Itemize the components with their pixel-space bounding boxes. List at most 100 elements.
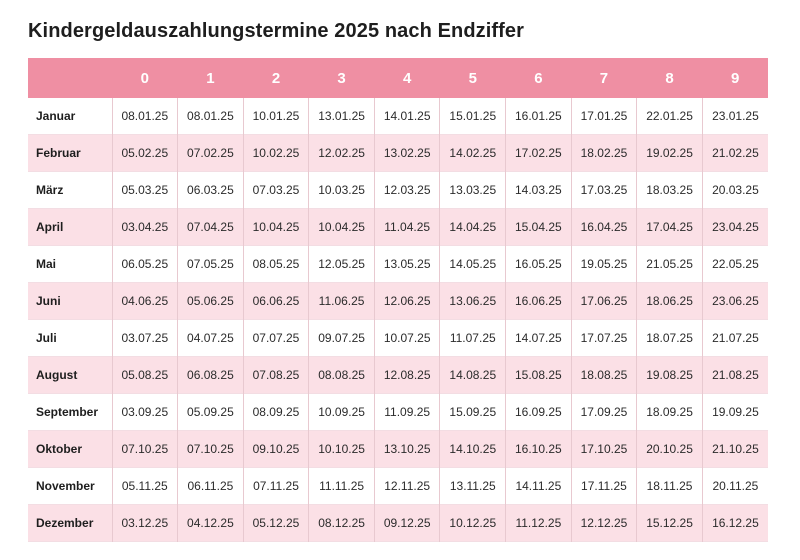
payment-date-cell: 10.04.25 (308, 208, 375, 246)
month-label: September (28, 393, 113, 431)
payment-date-cell: 11.06.25 (308, 282, 375, 320)
month-label: Juni (28, 282, 113, 320)
payment-date-cell: 18.11.25 (636, 467, 703, 505)
payment-date-cell: 10.04.25 (242, 208, 310, 246)
payment-date-cell: 21.07.25 (701, 319, 768, 357)
payment-date-cell: 19.02.25 (636, 134, 703, 172)
payment-date-cell: 07.04.25 (177, 208, 244, 246)
column-header-digit-5: 5 (439, 58, 506, 98)
payment-date-cell: 07.07.25 (242, 319, 310, 357)
payment-date-cell: 05.06.25 (177, 282, 244, 320)
payment-date-cell: 18.08.25 (570, 356, 638, 394)
table-row: Dezember 03.12.25 04.12.25 05.12.25 08.12.25… (28, 504, 768, 542)
payment-date-cell: 11.12.25 (505, 504, 572, 542)
payment-date-cell: 07.10.25 (111, 430, 179, 468)
payment-date-cell: 17.07.25 (570, 319, 638, 357)
payment-date-cell: 06.05.25 (111, 245, 179, 283)
payment-date-cell: 19.05.25 (570, 245, 638, 283)
payment-date-cell: 14.05.25 (439, 245, 507, 283)
payment-date-cell: 11.11.25 (308, 467, 375, 505)
payment-date-cell: 16.12.25 (701, 504, 768, 542)
payment-date-cell: 13.03.25 (439, 171, 507, 209)
payment-date-cell: 06.08.25 (177, 356, 244, 394)
payment-date-cell: 14.08.25 (439, 356, 507, 394)
payment-date-cell: 15.09.25 (439, 393, 507, 431)
payment-date-cell: 17.02.25 (505, 134, 572, 172)
payment-date-cell: 17.10.25 (570, 430, 638, 468)
payment-date-cell: 12.05.25 (308, 245, 375, 283)
payment-date-cell: 22.01.25 (636, 98, 703, 135)
table-row: Februar 05.02.25 07.02.25 10.02.25 12.02.25 1… (28, 134, 768, 172)
payment-date-cell: 19.09.25 (701, 393, 768, 431)
table-row: April 03.04.25 07.04.25 10.04.25 10.04.25 11.… (28, 208, 768, 246)
payment-date-cell: 14.07.25 (505, 319, 572, 357)
column-header-digit-1: 1 (177, 58, 244, 98)
table-row: März 05.03.25 06.03.25 07.03.25 10.03.25 12.0… (28, 171, 768, 209)
payment-date-cell: 13.05.25 (373, 245, 441, 283)
payment-date-cell: 05.09.25 (177, 393, 244, 431)
payment-date-cell: 14.04.25 (439, 208, 507, 246)
payment-date-cell: 10.01.25 (242, 98, 310, 135)
payment-date-cell: 03.09.25 (111, 393, 179, 431)
payment-date-cell: 17.11.25 (570, 467, 638, 505)
payment-date-cell: 06.06.25 (242, 282, 310, 320)
column-header-digit-8: 8 (636, 58, 703, 98)
payment-date-cell: 21.02.25 (701, 134, 768, 172)
payment-date-cell: 04.07.25 (177, 319, 244, 357)
payment-date-cell: 08.09.25 (242, 393, 310, 431)
payment-date-cell: 18.02.25 (570, 134, 638, 172)
payment-date-cell: 16.01.25 (505, 98, 572, 135)
month-label: Oktober (28, 430, 113, 468)
month-label: August (28, 356, 113, 394)
page-title: Kindergeldauszahlungstermine 2025 nach E… (28, 20, 525, 42)
payment-date-cell: 13.01.25 (308, 98, 375, 135)
payment-date-cell: 05.02.25 (111, 134, 179, 172)
month-label: März (28, 171, 113, 209)
payment-date-cell: 15.04.25 (505, 208, 572, 246)
payment-date-cell: 20.11.25 (701, 467, 768, 505)
column-header-digit-6: 6 (505, 58, 572, 98)
payment-date-cell: 17.04.25 (636, 208, 703, 246)
table-row: November 05.11.25 06.11.25 07.11.25 11.11.25… (28, 467, 768, 505)
payment-date-cell: 17.06.25 (570, 282, 638, 320)
month-label: November (28, 467, 113, 505)
column-header-digit-3: 3 (308, 58, 375, 98)
payment-date-cell: 16.06.25 (505, 282, 572, 320)
payment-date-cell: 23.04.25 (701, 208, 768, 246)
payment-date-cell: 15.01.25 (439, 98, 507, 135)
table-row: Juni 04.06.25 05.06.25 06.06.25 11.06.25 12.0… (28, 282, 768, 320)
payment-date-cell: 07.03.25 (242, 171, 310, 209)
payment-date-cell: 16.10.25 (505, 430, 572, 468)
payment-date-cell: 05.11.25 (111, 467, 179, 505)
table-row: September 03.09.25 05.09.25 08.09.25 10.09.2… (28, 393, 768, 431)
payment-date-cell: 14.01.25 (373, 98, 441, 135)
payment-date-cell: 10.02.25 (242, 134, 310, 172)
payment-date-cell: 11.09.25 (373, 393, 441, 431)
payment-date-cell: 14.02.25 (439, 134, 507, 172)
payment-date-cell: 13.10.25 (373, 430, 441, 468)
payment-date-cell: 13.06.25 (439, 282, 507, 320)
payment-date-cell: 05.12.25 (242, 504, 310, 542)
payment-date-cell: 12.12.25 (570, 504, 638, 542)
payment-date-cell: 07.08.25 (242, 356, 310, 394)
payment-date-cell: 07.02.25 (177, 134, 244, 172)
payment-date-cell: 10.12.25 (439, 504, 507, 542)
column-header-digit-0: 0 (112, 58, 178, 98)
payment-date-cell: 11.07.25 (439, 319, 507, 357)
payment-date-cell: 10.10.25 (308, 430, 375, 468)
payment-date-cell: 23.01.25 (701, 98, 768, 135)
table-row: Oktober 07.10.25 07.10.25 09.10.25 10.10.25 1… (28, 430, 768, 468)
table-row: August 05.08.25 06.08.25 07.08.25 08.08.25 12… (28, 356, 768, 394)
payment-date-cell: 06.11.25 (177, 467, 244, 505)
payment-date-cell: 23.06.25 (701, 282, 768, 320)
month-label: Februar (28, 134, 113, 172)
payment-date-cell: 16.04.25 (570, 208, 638, 246)
payment-date-cell: 12.08.25 (373, 356, 441, 394)
payment-date-cell: 11.04.25 (373, 208, 441, 246)
payment-date-cell: 04.06.25 (111, 282, 179, 320)
payment-date-cell: 22.05.25 (701, 245, 768, 283)
payment-date-cell: 05.03.25 (111, 171, 179, 209)
payment-date-cell: 08.05.25 (242, 245, 310, 283)
